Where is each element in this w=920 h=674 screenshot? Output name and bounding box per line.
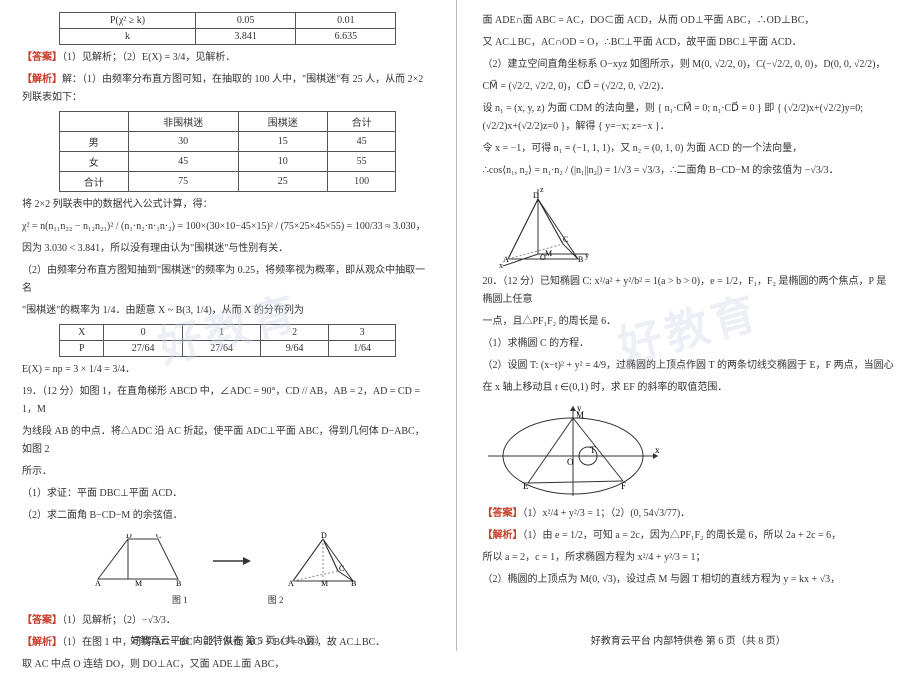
- figure-2: D A BC M: [283, 531, 363, 591]
- r-line6: 令 x = −1，可得 n₁ = (−1, 1, 1)，又 n₂ = (0, 1…: [483, 140, 895, 158]
- svg-text:O: O: [567, 457, 574, 467]
- conclusion-1: 因为 3.030 < 3.841，所以没有理由认为"围棋迷"与性别有关．: [22, 240, 434, 258]
- figure-3d-coords: zy x DA BC OM: [483, 184, 593, 269]
- q19-b: 为线段 AB 的中点．将△ADC 沿 AC 折起，使平面 ADC⊥平面 ABC，…: [22, 423, 434, 459]
- q20-part2b: 在 x 轴上移动且 t ∈(0,1) 时，求 EF 的斜率的取值范围．: [483, 379, 895, 397]
- figure-1: A D C B M: [93, 534, 183, 589]
- svg-text:B: B: [351, 579, 356, 588]
- svg-text:x: x: [655, 445, 660, 455]
- svg-text:M: M: [135, 579, 142, 588]
- figure-row: AD CB M DA BC M: [22, 531, 434, 591]
- page-left-column: 好教育 P(χ² ≥ k)0.050.01 k3.8416.635 【答案】（1…: [0, 0, 456, 651]
- calc-intro: 将 2×2 列联表中的数据代入公式计算，得：: [22, 196, 434, 214]
- parse-1: 【解析】解：（1）由频率分布直方图可知，在抽取的 100 人中，"围棋迷"有 2…: [22, 71, 434, 107]
- q20-part1: （1）求椭圆 C 的方程．: [483, 335, 895, 353]
- q20-b: 一点，且△PF₁F₂ 的周长是 6．: [483, 313, 895, 331]
- fig2-label: 图 2: [268, 593, 284, 606]
- svg-text:F: F: [621, 481, 626, 491]
- answer-2: 【答案】（1）见解析；（2）−√3/3．: [22, 612, 434, 630]
- part2-a: （2）由频率分布直方图知抽到"围棋迷"的频率为 0.25，将频率视为概率，即从观…: [22, 262, 434, 298]
- r-line5: 设 n₁ = (x, y, z) 为面 CDM 的法向量，则 { n₁·CM⃗ …: [483, 100, 895, 136]
- q20-part2a: （2）设圆 T: (x−t)² + y² = 4/9，过椭圆的上顶点作圆 T 的…: [483, 357, 895, 375]
- svg-text:z: z: [540, 185, 544, 194]
- svg-text:B: B: [176, 579, 181, 588]
- chi-formula: χ² = n(n₁₁n₂₂ − n₁₂n₂₁)² / (n₁·n₂·n·₁n·₂…: [22, 218, 434, 236]
- chi-square-table: P(χ² ≥ k)0.050.01 k3.8416.635: [59, 12, 396, 45]
- r-line3: （2）建立空间直角坐标系 O−xyz 如图所示，则 M(0, √2/2, 0)，…: [483, 56, 895, 74]
- parse-3-line3: （2）椭圆的上顶点为 M(0, √3)，设过点 M 与圆 T 相切的直线方程为 …: [483, 571, 895, 589]
- page-footer-right: 好教育云平台 内部特供卷 第 6 页（共 8 页）: [457, 632, 920, 647]
- svg-text:D: D: [321, 531, 327, 540]
- svg-text:y: y: [585, 251, 589, 260]
- page-right-column: 好教育 面 ADE∩面 ABC = AC，DO⊂面 ACD，从而 OD⊥平面 A…: [457, 0, 920, 651]
- svg-text:D: D: [126, 534, 132, 540]
- contingency-table: 非围棋迷围棋迷合计 男301545 女451055 合计7525100: [59, 111, 396, 192]
- page-footer-left: 好教育云平台 内部特供卷 第 5 页（共 8 页）: [0, 632, 456, 647]
- q20-a: 20．（12 分）已知椭圆 C: x²/a² + y²/b² = 1(a > b…: [483, 273, 895, 309]
- q19-part2: （2）求二面角 B−CD−M 的余弦值．: [22, 507, 434, 525]
- parse-3-line2: 所以 a = 2，c = 1，所求椭圆方程为 x²/4 + y²/3 = 1；: [483, 549, 895, 567]
- part2-b: "围棋迷"的概率为 1/4．由题意 X ~ B(3, 1/4)，从而 X 的分布…: [22, 302, 434, 320]
- svg-text:A: A: [288, 579, 294, 588]
- q19-a: 19．（12 分）如图 1，在直角梯形 ABCD 中，∠ADC = 90°，CD…: [22, 383, 434, 419]
- svg-text:C: C: [339, 564, 344, 573]
- fig1-label: 图 1: [172, 593, 188, 606]
- q19-c: 所示．: [22, 463, 434, 481]
- ex-formula: E(X) = np = 3 × 1/4 = 3/4．: [22, 361, 434, 379]
- svg-text:A: A: [95, 579, 101, 588]
- svg-text:D: D: [533, 191, 539, 200]
- parse-3: 【解析】（1）由 e = 1/2，可知 a = 2c，因为△PF₁F₂ 的周长是…: [483, 527, 895, 545]
- svg-text:M: M: [545, 249, 552, 258]
- distribution-table: X0123 P27/6427/649/641/64: [59, 324, 396, 357]
- q19-part1: （1）求证：平面 DBC⊥平面 ACD．: [22, 485, 434, 503]
- parse-2-line2: 取 AC 中点 O 连结 DO，则 DO⊥AC，又面 ADE⊥面 ABC，: [22, 656, 434, 674]
- ellipse-figure: M O T E F x y: [483, 401, 663, 501]
- svg-text:T: T: [590, 445, 596, 455]
- answer-3: 【答案】（1）x²/4 + y²/3 = 1；（2）(0, 54√3/77)．: [483, 505, 895, 523]
- svg-text:C: C: [156, 534, 161, 540]
- r-line1: 面 ADE∩面 ABC = AC，DO⊂面 ACD，从而 OD⊥平面 ABC，∴…: [483, 12, 895, 30]
- answer-1: 【答案】（1）见解析；（2）E(X) = 3/4，见解析．: [22, 49, 434, 67]
- svg-text:C: C: [563, 235, 568, 244]
- r-line4: CM⃗ = (√2/2, √2/2, 0)，CD⃗ = (√2/2, 0, √2…: [483, 78, 895, 96]
- r-line2: 又 AC⊥BC，AC∩OD = O，∴BC⊥平面 ACD，故平面 DBC⊥平面 …: [483, 34, 895, 52]
- arrow-icon: [213, 551, 253, 571]
- r-line7: ∴cos⟨n₁, n₂⟩ = n₁·n₂ / (|n₁||n₂|) = 1/√3…: [483, 162, 895, 180]
- svg-text:M: M: [321, 579, 328, 588]
- svg-text:A: A: [503, 255, 509, 264]
- svg-text:E: E: [523, 481, 529, 491]
- svg-text:B: B: [578, 255, 583, 264]
- svg-text:y: y: [577, 403, 582, 413]
